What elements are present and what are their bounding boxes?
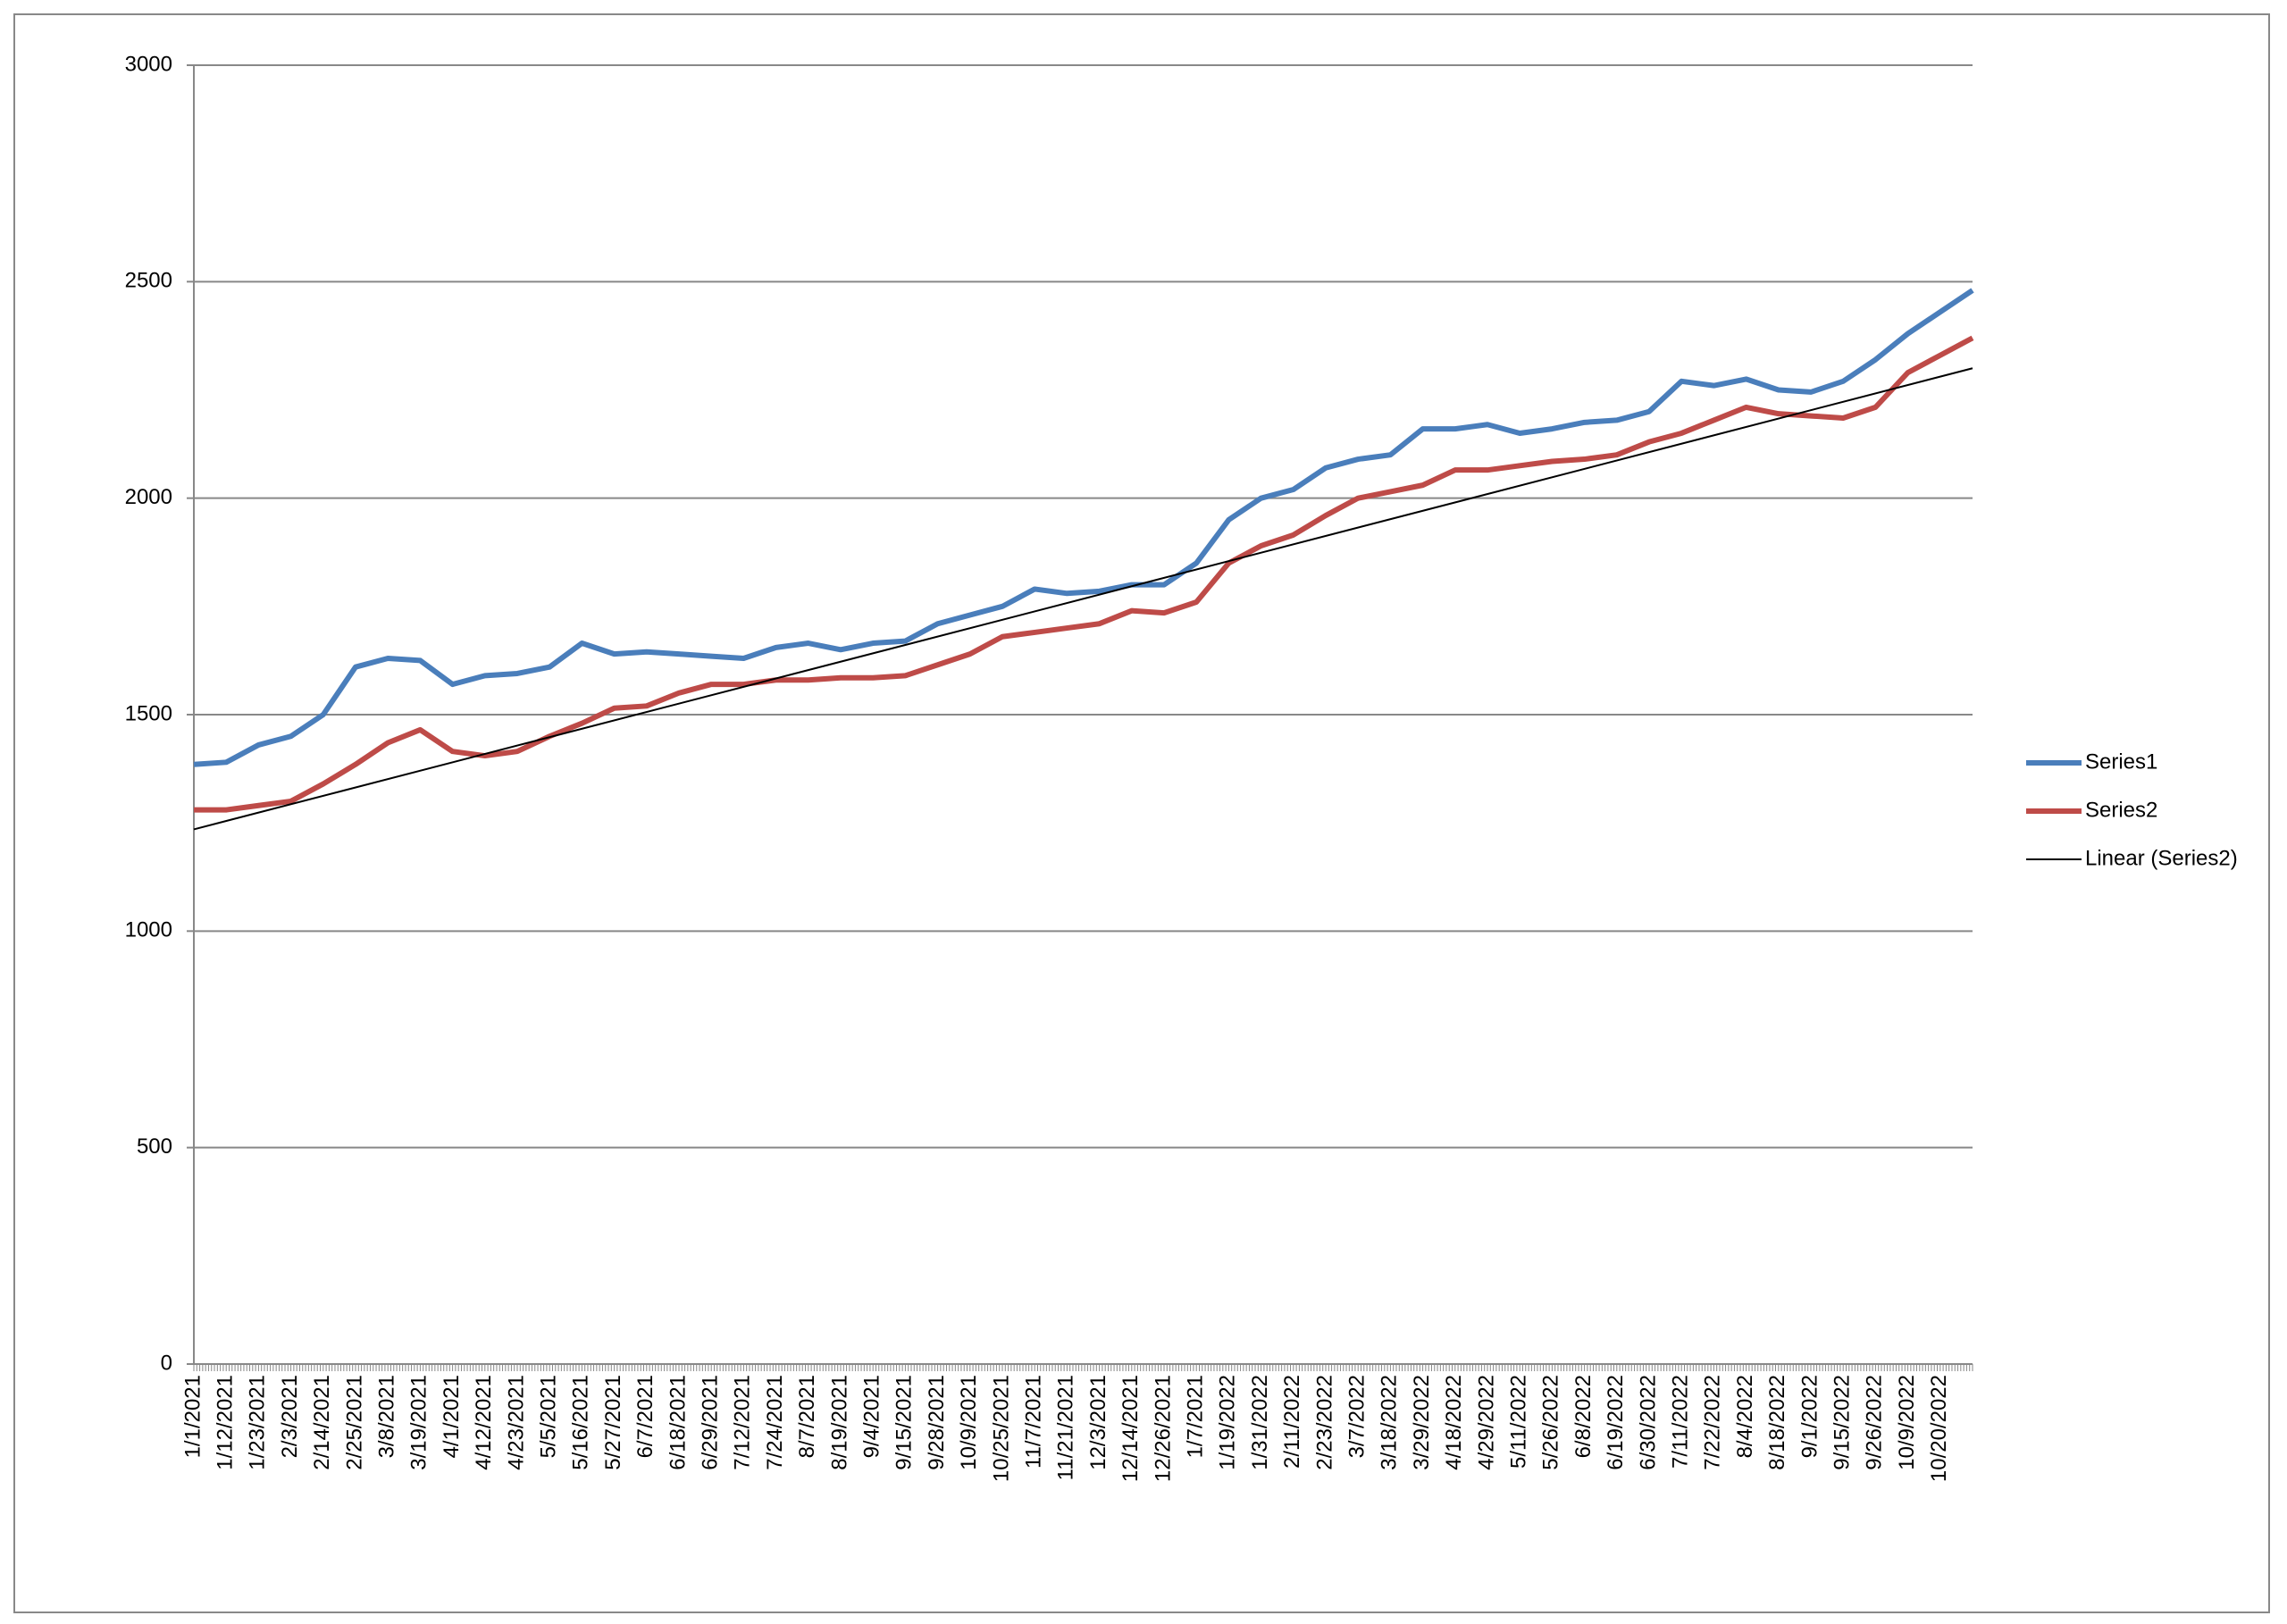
legend-label: Linear (Series2) <box>2085 846 2238 870</box>
x-tick-label: 3/18/2022 <box>1378 1375 1402 1470</box>
y-tick-label: 500 <box>137 1134 172 1159</box>
x-tick-label: 4/29/2022 <box>1474 1375 1498 1470</box>
x-tick-label: 4/18/2022 <box>1442 1375 1466 1470</box>
x-tick-label: 10/20/2022 <box>1927 1375 1951 1482</box>
x-tick-label: 5/5/2021 <box>537 1375 561 1458</box>
series-line <box>194 335 1974 813</box>
x-tick-label: 3/7/2022 <box>1345 1375 1370 1458</box>
x-tick-label: 9/28/2021 <box>925 1375 949 1470</box>
x-tick-label: 10/25/2021 <box>989 1375 1013 1482</box>
legend-label: Series1 <box>2085 749 2157 774</box>
x-tick-label: 8/19/2021 <box>827 1375 851 1470</box>
y-tick-label: 0 <box>161 1351 172 1375</box>
x-tick-label: 1/23/2021 <box>246 1375 270 1470</box>
x-tick-label: 12/14/2021 <box>1118 1375 1143 1482</box>
x-tick-label: 1/12/2021 <box>214 1375 238 1470</box>
x-tick-label: 6/29/2021 <box>699 1375 723 1470</box>
x-tick-label: 6/18/2021 <box>666 1375 690 1470</box>
series-line <box>193 288 1974 767</box>
x-tick-label: 2/25/2021 <box>342 1375 366 1470</box>
x-tick-label: 3/8/2021 <box>375 1375 399 1458</box>
x-tick-label: 12/26/2021 <box>1151 1375 1175 1482</box>
x-tick-label: 4/12/2021 <box>472 1375 496 1470</box>
x-tick-label: 7/24/2021 <box>763 1375 787 1470</box>
x-tick-label: 6/7/2021 <box>633 1375 658 1458</box>
x-tick-label: 1/31/2022 <box>1248 1375 1272 1470</box>
y-tick-label: 2500 <box>125 269 172 293</box>
x-tick-label: 10/9/2021 <box>957 1375 981 1470</box>
x-tick-label: 9/1/2022 <box>1797 1375 1822 1458</box>
legend-label: Series2 <box>2085 798 2157 822</box>
x-tick-label: 9/15/2022 <box>1830 1375 1855 1470</box>
x-tick-label: 2/23/2022 <box>1312 1375 1336 1470</box>
x-tick-label: 5/27/2021 <box>601 1375 625 1470</box>
x-tick-label: 1/1/2021 <box>180 1375 205 1458</box>
x-tick-label: 2/11/2022 <box>1280 1375 1304 1469</box>
x-tick-label: 7/11/2022 <box>1669 1375 1693 1469</box>
y-tick-label: 2000 <box>125 485 172 509</box>
x-tick-label: 6/30/2022 <box>1636 1375 1660 1470</box>
x-tick-label: 8/4/2022 <box>1733 1375 1757 1458</box>
x-tick-label: 6/8/2022 <box>1571 1375 1596 1458</box>
x-tick-label: 5/16/2021 <box>569 1375 593 1470</box>
x-tick-label: 7/22/2022 <box>1701 1375 1725 1470</box>
x-tick-label: 7/12/2021 <box>731 1375 755 1470</box>
x-tick-label: 4/1/2021 <box>440 1375 464 1458</box>
x-tick-label: 1/7/2021 <box>1184 1375 1208 1458</box>
x-tick-label: 11/21/2021 <box>1054 1375 1078 1480</box>
x-tick-label: 3/19/2021 <box>407 1375 431 1470</box>
y-tick-label: 3000 <box>125 52 172 76</box>
y-tick-label: 1500 <box>125 701 172 725</box>
x-tick-label: 11/7/2021 <box>1022 1375 1046 1469</box>
x-tick-label: 2/3/2021 <box>278 1375 302 1458</box>
trend-line <box>193 367 1973 831</box>
x-tick-label: 2/14/2021 <box>310 1375 334 1470</box>
y-tick-label: 1000 <box>125 918 172 942</box>
x-tick-label: 8/7/2021 <box>795 1375 819 1458</box>
x-tick-label: 1/19/2022 <box>1216 1375 1240 1470</box>
x-tick-label: 9/26/2022 <box>1863 1375 1887 1470</box>
x-tick-label: 3/29/2022 <box>1410 1375 1434 1470</box>
x-tick-label: 12/3/2021 <box>1086 1375 1110 1470</box>
x-tick-label: 4/23/2021 <box>504 1375 528 1470</box>
chart-border <box>13 13 2270 1613</box>
x-tick-label: 6/19/2022 <box>1604 1375 1628 1470</box>
x-tick-label: 5/11/2022 <box>1507 1375 1531 1469</box>
x-tick-label: 10/9/2022 <box>1895 1375 1919 1470</box>
x-tick-label: 9/15/2021 <box>892 1375 917 1470</box>
x-tick-label: 9/4/2021 <box>860 1375 884 1458</box>
x-tick-label: 5/26/2022 <box>1539 1375 1563 1470</box>
x-tick-label: 8/18/2022 <box>1765 1375 1789 1470</box>
